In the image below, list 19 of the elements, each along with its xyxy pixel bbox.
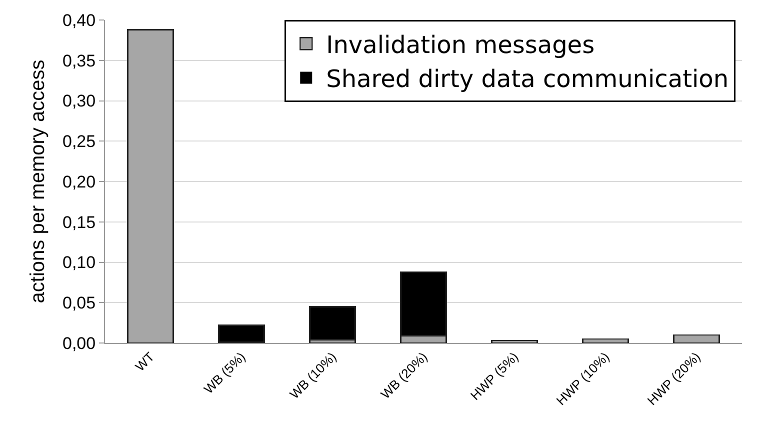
bar — [673, 334, 720, 343]
legend-label: Shared dirty data communication — [326, 65, 729, 94]
bar — [309, 306, 356, 340]
bar — [582, 338, 629, 343]
bar — [127, 29, 174, 343]
bar — [218, 324, 265, 343]
x-tick-label: WT — [132, 349, 158, 374]
y-tick-label: 0,00 — [62, 334, 96, 353]
y-tick-label: 0,40 — [62, 10, 96, 30]
y-tick-label: 0,35 — [62, 51, 96, 70]
y-tick-label: 0,15 — [62, 212, 96, 232]
y-tick-label: 0,30 — [62, 92, 96, 111]
y-tick-label: 0,10 — [62, 253, 96, 272]
legend-label: Invalidation messages — [326, 30, 595, 59]
y-tick-label: 0,20 — [62, 172, 96, 192]
y-tick-label: 0,05 — [62, 294, 96, 313]
bar — [491, 340, 538, 343]
y-tick-label: 0,25 — [62, 132, 96, 152]
y-axis-title: actions per memory access — [27, 60, 50, 304]
